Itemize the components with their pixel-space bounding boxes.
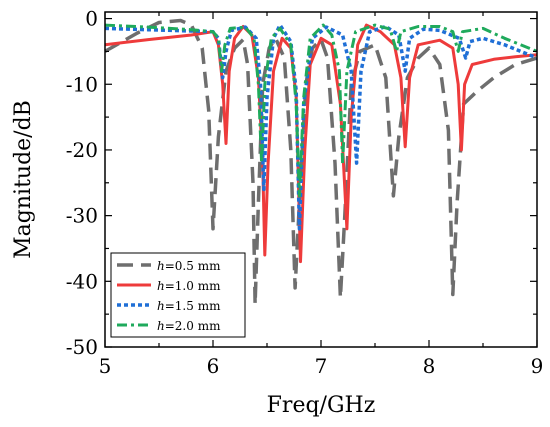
x-tick-label: 8 [423,354,436,378]
legend-label-4: h=2.0 mm [157,319,221,333]
y-tick-label: -30 [66,204,98,228]
legend-label-italic: h [157,279,165,293]
x-tick-label: 5 [99,354,112,378]
y-tick-label: -20 [66,138,98,162]
legend-label-italic: h [157,259,165,273]
y-tick-label: -10 [66,72,98,96]
legend-box [110,252,246,338]
y-axis-label: Magnitude/dB [11,100,36,259]
y-tick-label: -40 [66,269,98,293]
legend-label-2: h=1.0 mm [157,279,221,293]
legend-label-rest: =1.5 mm [165,299,221,313]
legend-label-italic: h [157,299,165,313]
series-line-3 [104,23,538,231]
x-tick-label: 6 [207,354,220,378]
legend-label-rest: =1.0 mm [165,279,221,293]
x-tick-label: 7 [315,354,328,378]
series-line-2 [104,23,538,264]
legend: h=0.5 mmh=1.0 mmh=1.5 mmh=2.0 mm [110,252,246,338]
y-tick-label: 0 [85,7,98,31]
legend-label-italic: h [157,319,165,333]
y-tick-label: -50 [66,335,98,359]
plot-lines [104,18,538,307]
series-line-4 [104,23,538,198]
legend-label-3: h=1.5 mm [157,299,221,313]
x-axis-label: Freq/GHz [267,393,376,418]
ticks: 5 6 7 8 9 0 -10 -20 -30 -40 -50 [66,7,544,378]
legend-label-1: h=0.5 mm [157,259,221,273]
legend-label-rest: =0.5 mm [165,259,221,273]
x-tick-label: 9 [531,354,544,378]
legend-label-rest: =2.0 mm [165,319,221,333]
